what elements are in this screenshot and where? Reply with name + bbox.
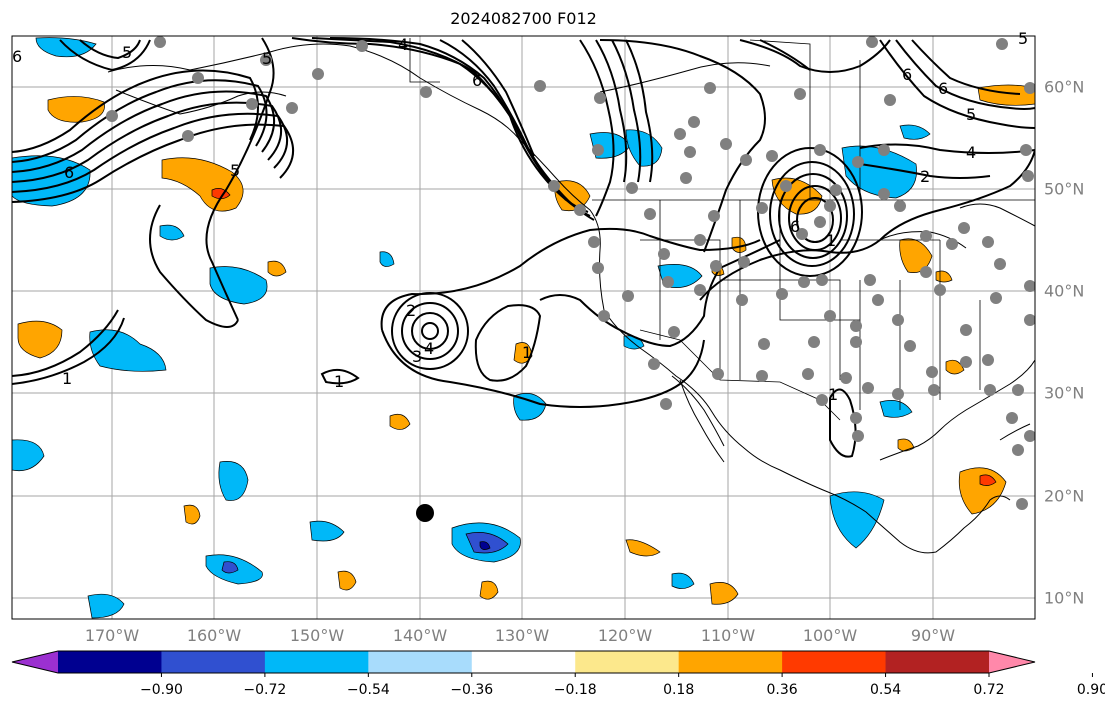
anomaly-blob (945, 359, 965, 375)
storm-center-marker (416, 504, 434, 522)
contour-label: 1 (334, 372, 344, 391)
lon-label: 150°W (289, 626, 345, 645)
colorbar (11, 650, 1093, 677)
lat-label: 60°N (1044, 77, 1085, 97)
anomaly-blob (309, 520, 345, 542)
contour-label: 6 (12, 47, 22, 66)
anomaly-blob (379, 251, 395, 267)
anomaly-blob (709, 582, 739, 605)
station-dots (106, 36, 1035, 510)
colorbar-bin (161, 651, 266, 673)
contour-label: 6 (902, 65, 912, 84)
map-title: 2024082700 F012 (450, 9, 597, 28)
anomaly-blob (899, 124, 931, 140)
lon-label: 160°W (186, 626, 242, 645)
contour-label: 1 (826, 231, 836, 250)
colorbar-extend-low (12, 651, 58, 673)
lon-label: 120°W (597, 626, 653, 645)
anomaly-blob (47, 96, 105, 123)
lon-label: 170°W (84, 626, 140, 645)
contour-label: 6 (64, 163, 74, 182)
colorbar-bin (575, 651, 680, 673)
contour-label: 1 (62, 369, 72, 388)
anomaly-blob (159, 224, 185, 241)
anomaly-blob (17, 320, 63, 359)
lon-label: 130°W (494, 626, 550, 645)
colorbar-tick-label: −0.36 (450, 682, 494, 698)
anomaly-blob (979, 474, 997, 486)
lon-label: 110°W (700, 626, 756, 645)
anomaly-blob (183, 504, 201, 525)
colorbar-tick-label: 0.18 (663, 682, 695, 698)
colorbar-tick-label: −0.72 (243, 682, 287, 698)
anomaly-blob (671, 572, 695, 589)
colorbar-bin (782, 651, 887, 673)
contour-value-labels: 6 5 6 5 5 4 6 2 3 4 1 1 1 6 1 2 4 5 6 5 … (12, 29, 1028, 404)
contour-label: 6 (472, 71, 482, 90)
colorbar-tick-label: −0.90 (139, 682, 183, 698)
colorbar-tick-label: 0.54 (869, 682, 902, 698)
anomaly-blob (89, 329, 167, 372)
contour-label: 5 (1018, 29, 1028, 48)
colorbar-tick-label: 0.72 (973, 682, 1005, 698)
contour-label: 6 (938, 79, 948, 98)
anomaly-blob (479, 580, 499, 600)
lat-label: 10°N (1044, 588, 1085, 608)
lon-label: 100°W (802, 626, 858, 645)
contour-label: 5 (122, 43, 132, 62)
anomaly-blob (879, 400, 913, 418)
contour-label: 5 (230, 161, 240, 180)
contour-label: 5 (262, 49, 272, 68)
map-border (11, 35, 1036, 620)
lon-label: 140°W (392, 626, 448, 645)
contour-label: 4 (966, 143, 976, 162)
colorbar-tick-label: 0.36 (766, 682, 798, 698)
anomaly-blob (829, 491, 885, 549)
anomaly-blob (209, 266, 268, 305)
colorbar-bin (264, 651, 369, 673)
contour-label: 6 (790, 217, 800, 236)
coastlines (107, 43, 1035, 554)
contour-label: 4 (424, 339, 434, 358)
lat-label: 40°N (1044, 281, 1085, 301)
contour-label: 4 (398, 35, 408, 54)
anomaly-blob (513, 393, 547, 421)
anomaly-blob (218, 461, 249, 501)
anomaly-blob (479, 541, 491, 550)
colorbar-bin (471, 651, 576, 673)
colorbar-outline (11, 650, 1036, 674)
anomaly-blob (12, 439, 45, 472)
colorbar-tick-label: −0.54 (346, 682, 390, 698)
colorbar-bin (678, 651, 783, 673)
anomaly-blob (389, 413, 411, 430)
map-frame (12, 36, 1035, 619)
anomaly-blob (221, 561, 239, 574)
contour-label: 2 (406, 301, 416, 320)
lon-label: 90°W (910, 626, 956, 645)
lat-label: 30°N (1044, 383, 1085, 403)
colorbar-tick-label: −0.18 (553, 682, 597, 698)
anomaly-blob (897, 438, 915, 452)
contour-label: 1 (828, 385, 838, 404)
colorbar-bin (885, 651, 990, 673)
anomaly-blob (731, 236, 747, 253)
colorbar-bin (58, 651, 162, 673)
anomaly-blob (513, 342, 533, 364)
contour-label: 1 (522, 343, 532, 362)
contour-label: 2 (920, 167, 930, 186)
colorbar-bin (368, 651, 473, 673)
lat-label: 20°N (1044, 486, 1085, 506)
anomaly-blob (625, 539, 661, 557)
anomaly-blob (87, 593, 125, 619)
lat-label: 50°N (1044, 179, 1085, 199)
anomaly-blob (267, 260, 287, 277)
contour-label: 5 (966, 105, 976, 124)
colorbar-tick-label: 0.90 (1076, 682, 1105, 698)
colorbar-extend-high (989, 651, 1035, 673)
anomaly-blob (337, 570, 357, 591)
contour-label: 3 (412, 347, 422, 366)
